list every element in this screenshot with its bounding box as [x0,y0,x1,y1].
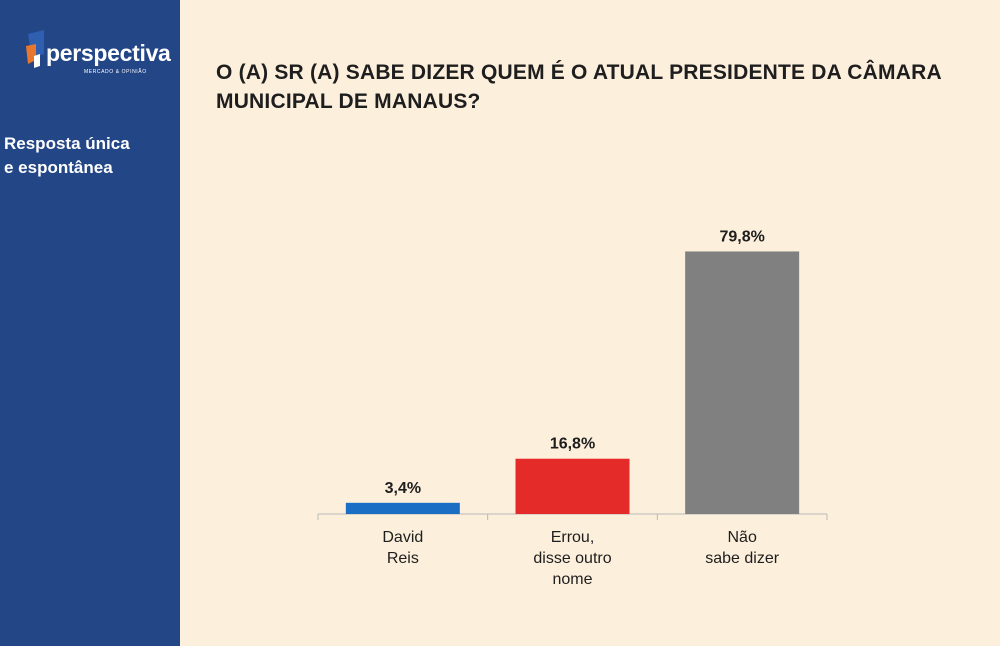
bar-2 [515,458,630,514]
data-label-1: 3,4% [385,480,421,497]
category-label-3: Não [727,529,756,546]
category-label-2: disse outro [533,550,611,567]
category-label-1: David [382,529,423,546]
category-label-2: Errou, [551,529,595,546]
category-label-1: Reis [387,550,419,567]
category-label-2: nome [552,571,592,588]
logo-tagline: MERCADO & OPINIÃO [84,69,147,75]
category-label-3: sabe dizer [705,550,779,567]
logo-wordmark: perspectiva [46,40,171,66]
bar-3 [685,251,800,514]
data-label-2: 16,8% [550,436,595,453]
chart-title: O (A) SR (A) SABE DIZER QUEM É O ATUAL P… [216,61,942,113]
response-type-note: Resposta única e espontânea [4,132,174,180]
perspectiva-logo: perspectiva MERCADO & OPINIÃO [24,28,174,78]
data-label-3: 79,8% [719,228,764,245]
response-type-line-2: e espontânea [4,158,113,177]
response-type-line-1: Resposta única [4,134,130,153]
sidebar: perspectiva MERCADO & OPINIÃO Resposta ú… [0,0,180,646]
bar-1 [345,502,460,514]
logo-mark-icon [26,30,44,68]
